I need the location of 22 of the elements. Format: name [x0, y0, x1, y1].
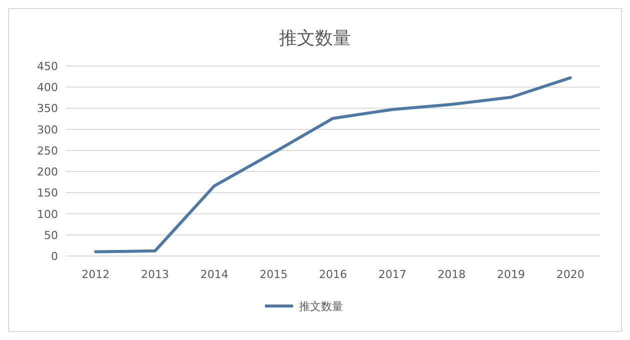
- x-tick-label: 2017: [378, 268, 406, 281]
- y-tick-label: 100: [37, 208, 58, 221]
- chart-title: 推文数量: [279, 28, 351, 49]
- y-tick-label: 350: [37, 102, 58, 116]
- y-tick-label: 200: [37, 166, 58, 179]
- y-tick-label: 400: [37, 81, 58, 94]
- x-tick-label: 2016: [319, 268, 347, 281]
- y-tick-label: 150: [37, 186, 58, 200]
- x-tick-label: 2014: [200, 268, 228, 281]
- y-tick-label: 0: [51, 250, 58, 263]
- x-tick-label: 2019: [497, 268, 525, 281]
- y-tick-label: 300: [37, 123, 58, 136]
- line-series: [94, 76, 572, 254]
- legend-label: 推文数量: [299, 300, 343, 313]
- x-tick-label: 2020: [556, 268, 584, 281]
- x-tick-label: 2013: [141, 268, 169, 281]
- y-tick-label: 450: [37, 60, 58, 73]
- x-tick-label: 2012: [82, 268, 110, 281]
- y-tick-label: 250: [37, 144, 58, 158]
- y-tick-label: 50: [44, 228, 58, 242]
- x-tick-label: 2018: [438, 268, 466, 281]
- x-tick-label: 2015: [260, 268, 288, 281]
